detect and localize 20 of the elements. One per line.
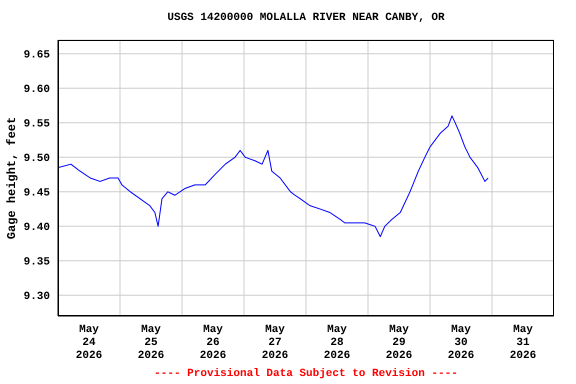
y-tick-label: 9.60 [24,84,50,96]
y-axis-title: Gage height, feet [5,116,19,240]
y-tick-label: 9.30 [24,291,50,304]
x-tick-label: May 28 2026 [324,324,350,362]
x-tick-label: May 30 2026 [448,324,474,362]
line-series [58,115,489,238]
y-tick-label: 9.40 [24,222,50,234]
y-tick-label: 9.50 [24,153,50,166]
x-tick-label: May 27 2026 [262,324,288,362]
x-tick-label: May 29 2026 [386,324,412,362]
y-tick-label: 9.35 [24,256,50,269]
text: ---- Provisional Data Subject to Revision ---- [153,368,459,380]
x-tick-label: May 25 2026 [138,324,164,362]
x-tick-label: May 26 2026 [200,324,226,362]
y-tick-label: 9.45 [24,188,50,200]
chart-title: USGS 14200000 MOLALLA RIVER NEAR CANBY, OR [166,12,446,24]
y-tick-label: 9.65 [24,50,50,62]
y-tick-label: 9.55 [24,118,50,131]
x-tick-label: May 24 2026 [76,324,102,362]
x-tick-label: May 31 2026 [510,324,536,362]
